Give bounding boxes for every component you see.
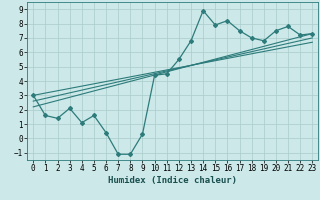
X-axis label: Humidex (Indice chaleur): Humidex (Indice chaleur) xyxy=(108,176,237,185)
